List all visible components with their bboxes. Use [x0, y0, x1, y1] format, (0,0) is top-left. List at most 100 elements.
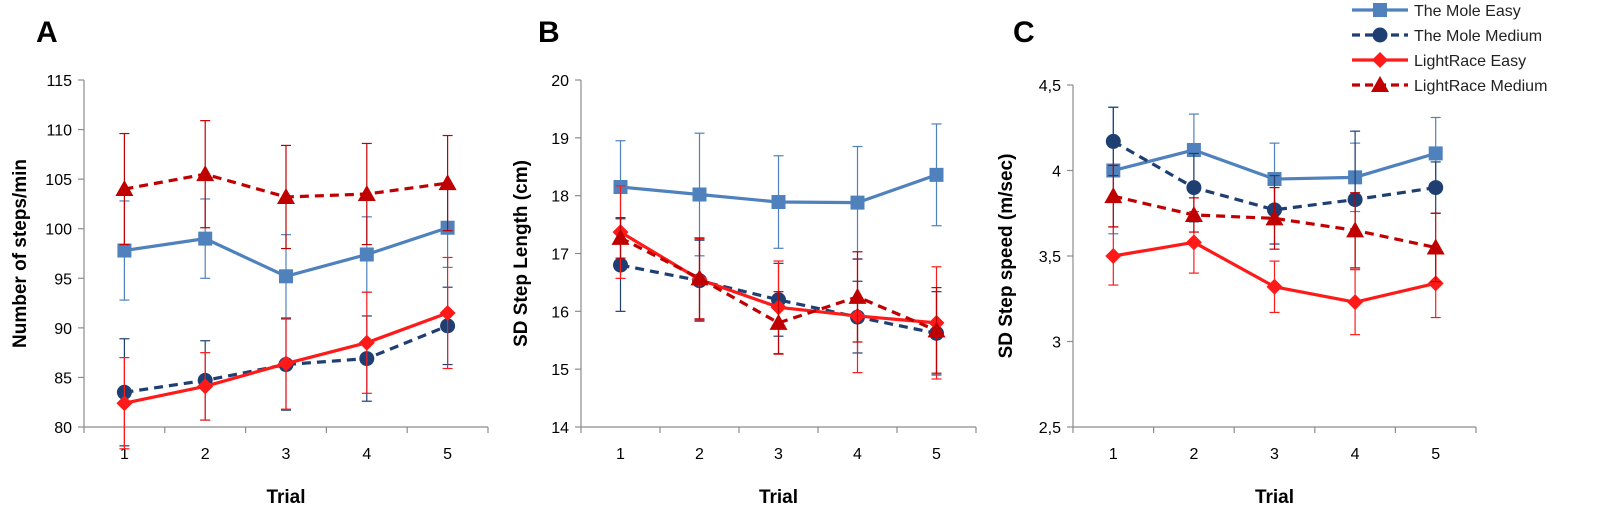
legend-label: LightRace Easy: [1414, 53, 1526, 70]
x-tick-label: 3: [1270, 446, 1279, 463]
x-tick-label: 4: [853, 446, 862, 463]
data-point: [439, 304, 456, 321]
panel-a: A 80 85 90 95 100 105 110 115 1 2 3 4 5 Trial Number of…: [10, 16, 489, 508]
legend-marker: [1372, 27, 1388, 43]
data-point: [1426, 238, 1445, 255]
series-line: [1112, 194, 1437, 250]
data-point: [611, 228, 630, 245]
y-tick-label: 19: [551, 131, 569, 148]
data-point: [1428, 180, 1444, 196]
series-lightrace-medium: [611, 217, 946, 374]
x-axis-title: Trial: [266, 487, 305, 508]
y-axis-title: SD Step Length (cm): [511, 160, 532, 347]
y-tick-label: 18: [551, 189, 569, 206]
data-point: [197, 378, 214, 395]
x-tick-label: 5: [1431, 446, 1440, 463]
y-tick-label: 20: [551, 73, 569, 90]
y-tick-label: 3,5: [1039, 249, 1061, 266]
series-the-mole-easy: [613, 123, 944, 260]
legend-marker: [1371, 76, 1389, 92]
x-tick-label: 2: [201, 446, 210, 463]
y-tick-label: 85: [54, 370, 72, 387]
data-point: [117, 243, 132, 258]
legend-marker: [1373, 3, 1387, 17]
series-line: [620, 263, 937, 335]
x-axis-title: Trial: [1255, 487, 1294, 508]
data-point: [1105, 248, 1122, 264]
data-point: [771, 195, 786, 210]
series-lightrace-easy: [116, 256, 456, 450]
y-tick-label: 115: [46, 73, 72, 90]
legend-item: The Mole Easy: [1352, 3, 1521, 20]
y-tick-label: 95: [54, 271, 72, 288]
y-tick-label: 15: [551, 362, 569, 379]
data-point: [358, 334, 375, 351]
y-tick-label: 110: [46, 123, 72, 140]
data-point: [850, 195, 865, 210]
data-point: [438, 174, 457, 191]
legend-item: The Mole Medium: [1352, 27, 1542, 45]
data-point: [848, 287, 867, 304]
data-point: [279, 269, 293, 284]
data-point: [690, 269, 709, 286]
panel-b: B 14 15 16 17 18 19 20 1 2 3 4 5 Trial SD Step Length …: [511, 16, 977, 508]
data-point: [115, 180, 134, 197]
legend-label: The Mole Easy: [1414, 3, 1521, 20]
data-point: [1105, 133, 1121, 149]
series-line: [619, 236, 938, 332]
series-lightrace-medium: [1104, 164, 1445, 283]
x-tick-label: 1: [616, 446, 625, 463]
y-tick-label: 14: [551, 420, 569, 437]
series-lightrace-easy: [1105, 210, 1444, 336]
series-line: [1112, 140, 1436, 212]
x-tick-label: 5: [443, 446, 452, 463]
legend-item: LightRace Medium: [1352, 76, 1547, 95]
y-tick-label: 100: [45, 222, 72, 239]
data-point: [1185, 234, 1202, 251]
legend-marker: [1372, 52, 1388, 68]
y-tick-label: 80: [54, 420, 72, 437]
panel-label: A: [36, 16, 58, 49]
data-point: [769, 313, 788, 330]
legend: The Mole Easy The Mole Medium LightRace Ea…: [1352, 3, 1547, 95]
data-point: [278, 355, 294, 372]
x-tick-label: 3: [774, 446, 783, 463]
series-line: [124, 324, 449, 394]
data-point: [116, 395, 133, 412]
data-point: [1186, 180, 1202, 196]
data-point: [927, 321, 946, 338]
data-point: [692, 187, 707, 202]
y-tick-label: 4,5: [1039, 78, 1061, 95]
data-point: [1184, 205, 1203, 222]
x-tick-label: 5: [932, 446, 941, 463]
y-axis-title: Number of steps/min: [10, 159, 31, 348]
data-point: [1347, 294, 1364, 311]
x-tick-label: 3: [282, 446, 291, 463]
x-tick-label: 2: [695, 446, 704, 463]
x-tick-label: 4: [362, 446, 371, 463]
data-point: [357, 185, 376, 202]
legend-label: LightRace Medium: [1414, 78, 1547, 95]
data-point: [929, 167, 944, 182]
y-tick-label: 16: [551, 304, 569, 321]
x-tick-label: 1: [1109, 446, 1118, 463]
x-tick-label: 1: [120, 446, 129, 463]
data-point: [277, 187, 295, 204]
x-tick-label: 4: [1351, 446, 1360, 463]
y-tick-label: 2,5: [1039, 420, 1061, 437]
data-point: [359, 247, 374, 262]
y-axis-title: SD Step speed (m/sec): [996, 154, 1017, 359]
data-point: [1427, 275, 1444, 292]
data-point: [1428, 146, 1443, 161]
data-point: [1265, 209, 1284, 226]
data-point: [1346, 221, 1365, 238]
y-tick-label: 3: [1052, 335, 1061, 352]
data-point: [1104, 187, 1123, 204]
legend-item: LightRace Easy: [1352, 52, 1526, 70]
series-lightrace-medium: [115, 120, 457, 250]
data-point: [196, 165, 215, 182]
data-point: [1266, 278, 1283, 295]
x-axis-title: Trial: [759, 487, 798, 508]
